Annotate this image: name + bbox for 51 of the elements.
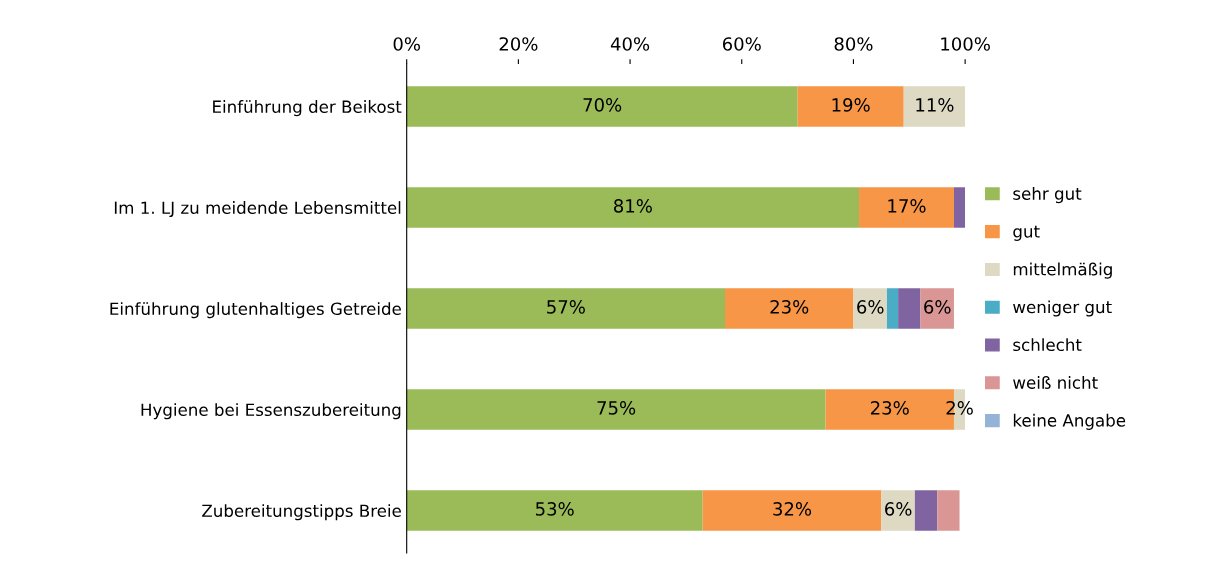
y-tick-label: Im 1. LJ zu meidende Lebensmittel: [114, 201, 401, 218]
bar: [881, 490, 915, 531]
bar: [859, 187, 954, 228]
legend-label: gut: [1013, 225, 1040, 241]
bar: [853, 288, 887, 329]
x-tick-label: 0%: [393, 37, 421, 51]
bar: [702, 490, 882, 531]
bar: [886, 288, 899, 329]
data-label: 2%: [946, 401, 973, 415]
legend-label: keine Angabe: [1013, 413, 1126, 430]
x-tick-label: 100%: [941, 37, 990, 51]
legend-label: sehr gut: [1013, 187, 1082, 204]
x-tick-label: 20%: [499, 37, 538, 51]
bar: [903, 86, 966, 127]
data-label: 75%: [597, 401, 636, 415]
bar: [914, 490, 938, 531]
bar: [406, 86, 798, 127]
data-label: 81%: [614, 199, 652, 213]
bar: [406, 288, 725, 329]
bar: [406, 187, 860, 228]
x-tick-label: 60%: [722, 37, 761, 51]
bar: [725, 288, 854, 329]
data-label: 6%: [924, 300, 951, 314]
data-label: 23%: [770, 300, 809, 314]
y-tick-label: Hygiene bei Essenszubereitung: [141, 403, 401, 420]
legend-label: mittelmäßig: [1013, 262, 1112, 279]
y-tick-label: Zubereitungstipps Breie: [202, 504, 401, 521]
data-label: 53%: [536, 502, 574, 516]
data-label: 23%: [871, 401, 909, 415]
legend-label: weiß nicht: [1013, 375, 1098, 389]
x-tick-label: 80%: [834, 37, 873, 51]
y-tick-label: Einführung glutenhaltiges Getreide: [110, 302, 401, 319]
bar: [406, 389, 826, 430]
bar: [937, 490, 960, 531]
bar: [797, 86, 904, 127]
x-tick-label: 40%: [610, 37, 650, 51]
data-label: 6%: [885, 502, 912, 516]
legend-label: weniger gut: [1013, 300, 1112, 317]
y-tick-label: Einführung der Beikost: [213, 100, 402, 117]
bar: [920, 288, 954, 329]
data-label: 32%: [773, 502, 812, 516]
bar: [953, 187, 966, 228]
data-label: 70%: [583, 98, 622, 112]
data-label: 11%: [916, 98, 954, 112]
data-label: 6%: [857, 300, 884, 314]
bar: [406, 490, 703, 531]
data-label: 57%: [547, 300, 585, 314]
data-label: 17%: [888, 199, 926, 213]
legend-label: schlecht: [1013, 338, 1082, 352]
bar: [898, 288, 921, 329]
data-label: 19%: [832, 98, 870, 112]
